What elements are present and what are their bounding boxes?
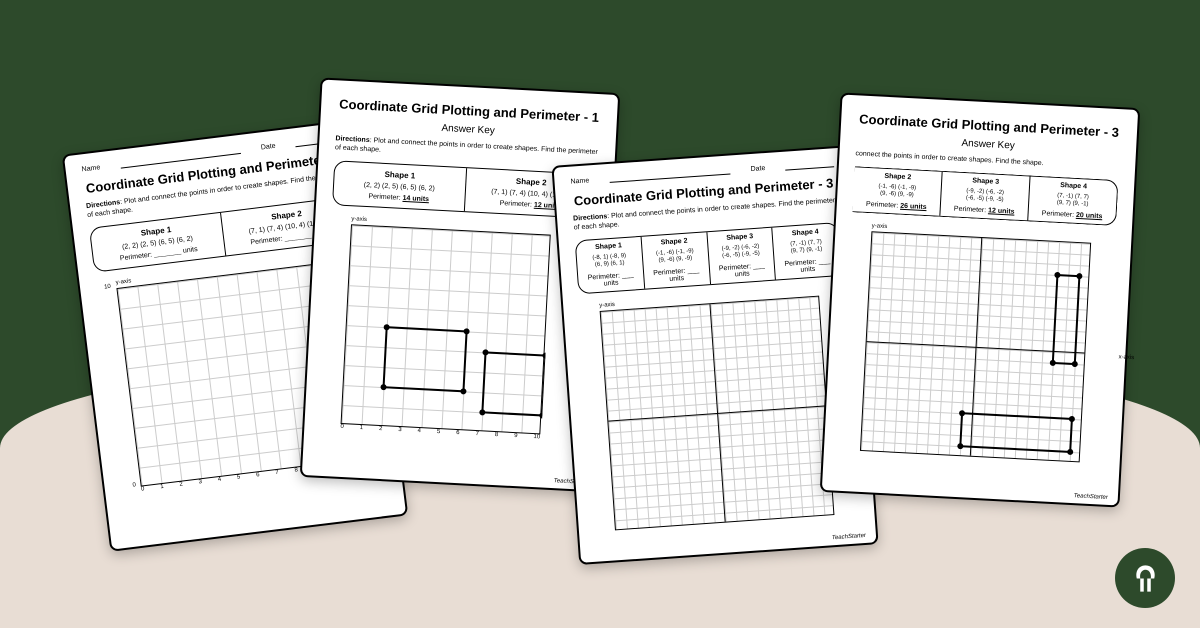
teachstarter-logo (1115, 548, 1175, 608)
grid-2: 012345678910 x-axis (320, 223, 594, 443)
shapes-table: Shape 1(-8, 1) (-8, 9) (6, 9) (6, 1)Peri… (575, 222, 842, 294)
date-label: Date (260, 143, 276, 152)
brand: TeachStarter (1074, 493, 1108, 501)
shapes-table: Shape 2(-1, -6) (-1, -9) (9, -6) (9, -9)… (852, 166, 1118, 226)
grid-3 (580, 293, 859, 531)
grid-4: x-axis (840, 231, 1115, 465)
name-label: Name (81, 164, 100, 173)
brand: TeachStarter (832, 533, 866, 541)
worksheet-4-answer: Coordinate Grid Plotting and Perimeter -… (820, 92, 1141, 507)
